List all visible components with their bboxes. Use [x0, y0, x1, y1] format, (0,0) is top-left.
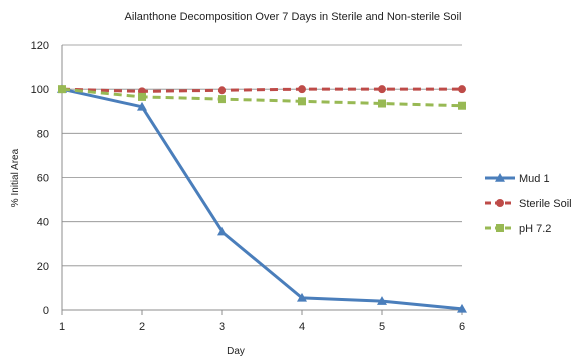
- data-point: [58, 85, 66, 94]
- series-group: [57, 84, 467, 313]
- y-tick-label: 80: [37, 128, 49, 140]
- data-point: [218, 95, 226, 104]
- data-point: [298, 97, 306, 106]
- y-axis-label: % Initial Area: [10, 148, 21, 207]
- legend-item: Mud 1: [485, 173, 550, 185]
- x-tick-label: 2: [139, 321, 145, 333]
- series-line: [61, 87, 462, 93]
- legend-label: pH 7.2: [519, 223, 551, 235]
- data-point: [298, 85, 306, 94]
- legend-marker: [495, 173, 505, 182]
- series-ph-7-2: [58, 85, 466, 110]
- x-axis-label: Day: [227, 346, 245, 357]
- data-point: [458, 85, 466, 94]
- legend-marker: [496, 224, 504, 232]
- legend-item: Sterile Soil: [485, 198, 572, 210]
- legend-item: pH 7.2: [485, 223, 551, 235]
- legend-label: Mud 1: [519, 173, 550, 185]
- data-point: [458, 101, 466, 110]
- data-point: [218, 86, 226, 95]
- axes: [61, 45, 463, 315]
- x-tick-label: 5: [379, 321, 385, 333]
- x-tick-labels: 1 2 3 4 5 6: [59, 321, 465, 333]
- y-tick-label: 0: [43, 305, 49, 317]
- data-point: [137, 101, 147, 111]
- series-line: [61, 87, 463, 108]
- y-tick-labels: 0 20 40 60 80 100 120: [31, 40, 49, 317]
- y-tick-label: 100: [31, 84, 49, 96]
- y-tick-label: 60: [37, 173, 49, 185]
- y-tick-label: 20: [37, 261, 49, 273]
- y-tick-label: 120: [31, 40, 49, 52]
- data-point: [378, 99, 386, 108]
- x-tick-label: 6: [459, 321, 465, 333]
- legend-marker: [496, 199, 504, 207]
- data-point: [217, 226, 227, 236]
- legend-label: Sterile Soil: [519, 198, 572, 210]
- data-point: [297, 292, 307, 302]
- x-tick-label: 3: [219, 321, 225, 333]
- data-point: [457, 303, 467, 313]
- gridlines: [62, 44, 462, 267]
- data-point: [377, 296, 387, 305]
- x-tick-label: 1: [59, 321, 65, 333]
- legend: Mud 1 Sterile Soil pH 7.2: [485, 173, 572, 235]
- series-line: [61, 87, 463, 311]
- data-point: [378, 85, 386, 94]
- series-mud-1: [57, 84, 467, 313]
- chart-title: Ailanthone Decomposition Over 7 Days in …: [125, 11, 462, 23]
- data-point: [138, 92, 146, 101]
- y-tick-label: 40: [37, 217, 49, 229]
- x-tick-label: 4: [299, 321, 305, 333]
